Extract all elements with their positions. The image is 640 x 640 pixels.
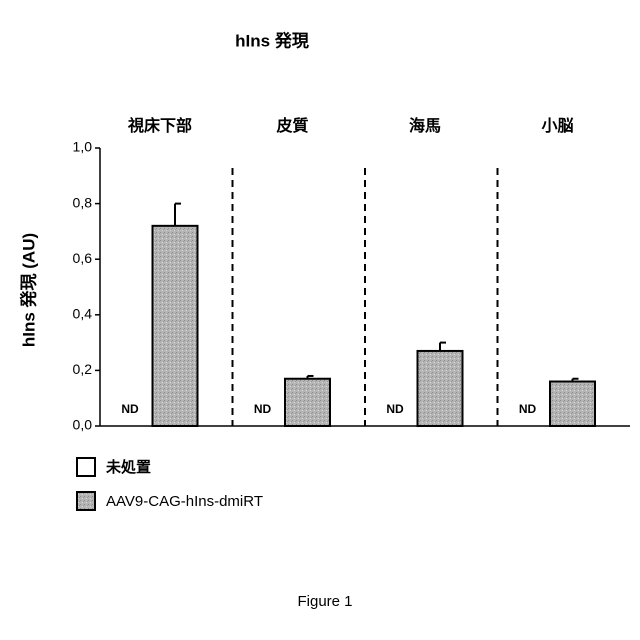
legend-swatch — [77, 458, 95, 476]
legend-swatch — [77, 492, 95, 510]
y-tick-label: 0,6 — [73, 250, 93, 266]
y-tick-label: 0,0 — [73, 417, 93, 433]
value-label: ND — [254, 402, 272, 416]
category-label: 視床下部 — [127, 116, 192, 135]
legend-label: 未処置 — [105, 458, 151, 476]
y-axis-title: hIns 発現 (AU) — [18, 233, 38, 347]
y-tick-label: 0,4 — [73, 306, 93, 322]
category-label: 皮質 — [275, 116, 308, 135]
bar — [153, 226, 198, 426]
legend-label: AAV9-CAG-hIns-dmiRT — [106, 493, 263, 510]
chart-title: hIns 発現 — [235, 30, 309, 50]
category-label: 小脳 — [541, 117, 573, 135]
value-label: ND — [386, 402, 404, 416]
y-tick-label: 0,2 — [73, 361, 93, 377]
value-label: ND — [121, 402, 139, 416]
category-label: 海馬 — [409, 116, 441, 135]
bar — [550, 382, 595, 426]
y-tick-label: 1,0 — [73, 139, 93, 155]
bar — [418, 351, 463, 426]
figure-caption: Figure 1 — [297, 593, 352, 610]
bar — [285, 379, 330, 426]
value-label: ND — [519, 402, 537, 416]
chart: hIns 発現 hIns 発現 (AU) Figure 1 0,0 0,2 0,4 0… — [0, 0, 640, 640]
y-tick-label: 0,8 — [73, 194, 93, 210]
